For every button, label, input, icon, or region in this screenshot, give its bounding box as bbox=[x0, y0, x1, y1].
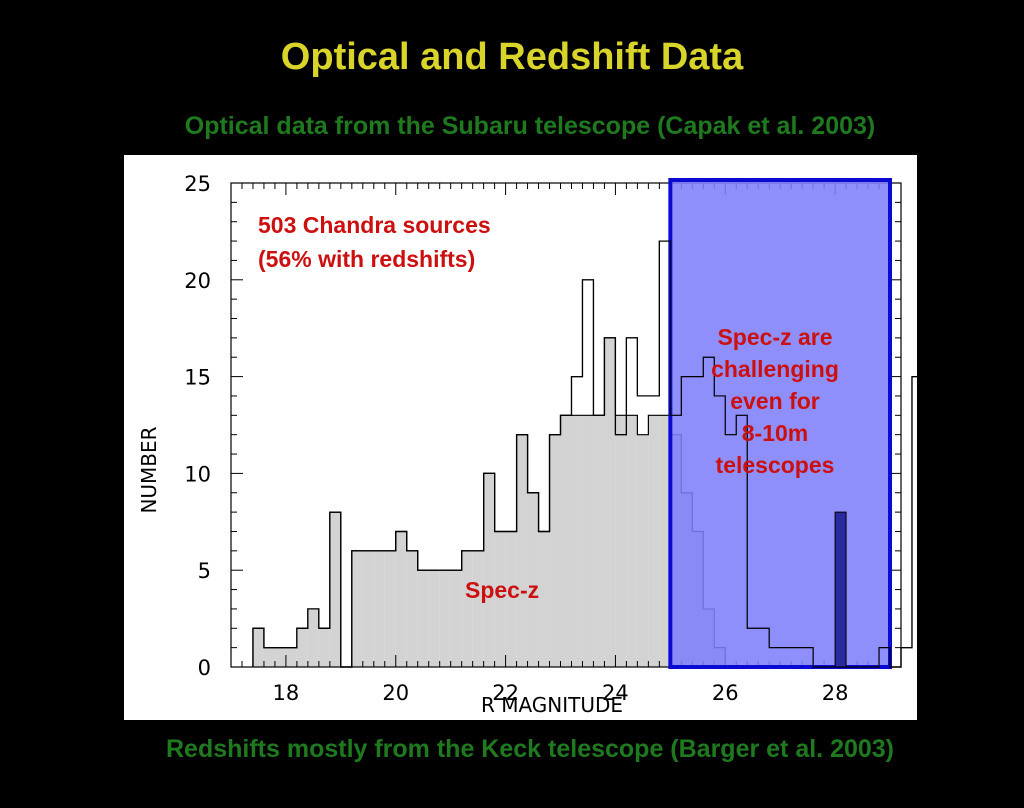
specz-bar bbox=[615, 415, 627, 667]
specz-annotation: Spec-z bbox=[465, 577, 540, 603]
challenge-line-5: telescopes bbox=[715, 452, 835, 478]
specz-bar bbox=[417, 570, 429, 667]
specz-bar bbox=[329, 512, 341, 667]
plot-panel: 18 20 22 24 26 28 0 5 10 15 20 25 NUMBER R MAGNITUD… bbox=[124, 155, 917, 720]
specz-bar bbox=[274, 647, 286, 667]
x-tick-label: 24 bbox=[602, 681, 629, 705]
y-tick-label: 25 bbox=[184, 172, 211, 196]
specz-bar bbox=[516, 434, 528, 667]
specz-bar bbox=[362, 550, 374, 667]
x-tick-label: 28 bbox=[822, 681, 849, 705]
y-tick-label: 0 bbox=[198, 656, 211, 680]
specz-bar bbox=[263, 647, 275, 667]
challenge-line-3: even for bbox=[730, 388, 820, 414]
specz-bar bbox=[648, 415, 660, 667]
specz-bar bbox=[439, 570, 451, 667]
challenge-line-2: challenging bbox=[711, 356, 839, 382]
specz-bar bbox=[296, 628, 308, 667]
y-axis-label: NUMBER bbox=[137, 426, 161, 513]
specz-bar bbox=[373, 550, 385, 667]
specz-bar bbox=[428, 570, 440, 667]
specz-bar bbox=[318, 628, 330, 667]
specz-bar bbox=[604, 337, 616, 667]
x-tick-label: 26 bbox=[712, 681, 739, 705]
y-tick-label: 15 bbox=[184, 366, 211, 390]
specz-bar bbox=[472, 550, 484, 667]
specz-bar bbox=[505, 531, 517, 667]
specz-bar bbox=[538, 531, 550, 667]
subtitle-top: Optical data from the Subaru telescope (… bbox=[184, 112, 876, 140]
specz-bar bbox=[626, 415, 638, 667]
specz-bar bbox=[307, 608, 319, 667]
specz-bar bbox=[549, 434, 561, 667]
x-tick-label: 18 bbox=[273, 681, 300, 705]
y-tick-label: 10 bbox=[184, 462, 211, 486]
specz-bar bbox=[483, 473, 495, 667]
specz-bar bbox=[637, 434, 649, 667]
challenge-line-4: 8-10m bbox=[741, 420, 809, 446]
specz-bar bbox=[252, 628, 264, 667]
specz-bar bbox=[659, 415, 671, 667]
specz-bar bbox=[582, 415, 594, 667]
specz-bar bbox=[593, 415, 605, 667]
x-axis-label: R MAGNITUDE bbox=[481, 693, 623, 717]
histogram-chart: 18 20 22 24 26 28 0 5 10 15 20 25 NUMBER R MAGNITUD… bbox=[137, 172, 917, 717]
plot-frame bbox=[230, 182, 902, 668]
sources-annotation: 503 Chandra sources (56% with redshifts) bbox=[258, 208, 491, 276]
specz-bar bbox=[384, 550, 396, 667]
sources-line-2: (56% with redshifts) bbox=[258, 246, 476, 272]
x-tick-label: 20 bbox=[382, 681, 409, 705]
specz-bar bbox=[461, 550, 473, 667]
subtitle-bottom: Redshifts mostly from the Keck telescope… bbox=[165, 735, 895, 763]
y-tick-label: 5 bbox=[198, 559, 211, 583]
specz-bar bbox=[395, 531, 407, 667]
specz-bar bbox=[494, 531, 506, 667]
specz-bar bbox=[560, 415, 572, 667]
specz-bar bbox=[406, 550, 418, 667]
slide-title: Optical and Redshift Data bbox=[280, 36, 744, 78]
specz-bar bbox=[527, 492, 539, 667]
specz-bar bbox=[571, 415, 583, 667]
highlight-bar bbox=[834, 511, 847, 668]
specz-bar bbox=[285, 647, 297, 667]
challenge-line-1: Spec-z are bbox=[717, 324, 833, 350]
specz-bar bbox=[351, 550, 363, 667]
y-tick-label: 20 bbox=[184, 269, 211, 293]
all-sources-outline-overlay bbox=[252, 240, 917, 668]
specz-bar bbox=[450, 570, 462, 667]
x-tick-label: 22 bbox=[492, 681, 519, 705]
faint-magnitude-region bbox=[668, 178, 893, 669]
challenge-annotation: Spec-z are challenging even for 8-10m te… bbox=[694, 321, 856, 481]
sources-line-1: 503 Chandra sources bbox=[258, 212, 491, 238]
